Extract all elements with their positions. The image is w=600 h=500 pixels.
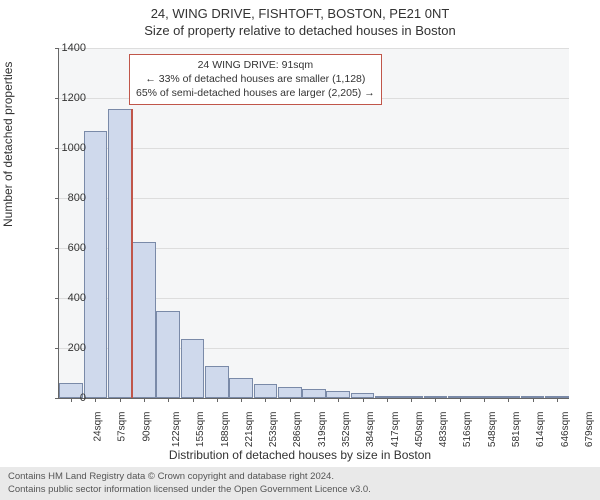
xtick-mark (144, 398, 145, 402)
xtick-mark (217, 398, 218, 402)
xtick-mark (168, 398, 169, 402)
xtick-label: 417sqm (390, 412, 401, 448)
ytick-label: 1000 (46, 142, 86, 154)
xtick-label: 450sqm (414, 412, 425, 448)
annotation-box: 24 WING DRIVE: 91sqm← 33% of detached ho… (129, 54, 382, 105)
xtick-label: 188sqm (220, 412, 231, 448)
bar (156, 311, 180, 399)
xtick-mark (314, 398, 315, 402)
xtick-mark (411, 398, 412, 402)
y-axis-label: Number of detached properties (1, 62, 15, 227)
bar (278, 387, 302, 398)
xtick-label: 483sqm (438, 412, 449, 448)
xtick-label: 581sqm (511, 412, 522, 448)
ytick-label: 0 (46, 392, 86, 404)
footer-line2: Contains public sector information licen… (8, 484, 592, 496)
xtick-label: 319sqm (317, 412, 328, 448)
x-axis-label: Distribution of detached houses by size … (0, 448, 600, 462)
xtick-label: 352sqm (341, 412, 352, 448)
gridline (59, 148, 569, 149)
ytick-label: 1400 (46, 42, 86, 54)
xtick-mark (265, 398, 266, 402)
xtick-label: 155sqm (195, 412, 206, 448)
xtick-mark (363, 398, 364, 402)
chart-container: 24, WING DRIVE, FISHTOFT, BOSTON, PE21 0… (0, 0, 600, 500)
footer: Contains HM Land Registry data © Crown c… (0, 467, 600, 500)
ytick-label: 600 (46, 242, 86, 254)
xtick-label: 253sqm (268, 412, 279, 448)
xtick-label: 57sqm (117, 412, 128, 442)
xtick-mark (533, 398, 534, 402)
xtick-mark (193, 398, 194, 402)
xtick-label: 646sqm (560, 412, 571, 448)
bar (108, 109, 132, 398)
annotation-line: ← 33% of detached houses are smaller (1,… (136, 72, 375, 86)
xtick-mark (338, 398, 339, 402)
ytick-label: 1200 (46, 92, 86, 104)
xtick-mark (95, 398, 96, 402)
gridline (59, 198, 569, 199)
xtick-label: 221sqm (244, 412, 255, 448)
xtick-label: 122sqm (171, 412, 182, 448)
bar (181, 339, 205, 398)
xtick-mark (557, 398, 558, 402)
bar (302, 389, 326, 398)
ytick-label: 400 (46, 292, 86, 304)
ytick-label: 200 (46, 342, 86, 354)
xtick-mark (484, 398, 485, 402)
bar (326, 391, 350, 399)
xtick-mark (435, 398, 436, 402)
xtick-mark (120, 398, 121, 402)
xtick-label: 24sqm (93, 412, 104, 442)
bar (229, 378, 253, 398)
plot-area: 24sqm57sqm90sqm122sqm155sqm188sqm221sqm2… (58, 48, 569, 399)
xtick-label: 90sqm (141, 412, 152, 442)
footer-line1: Contains HM Land Registry data © Crown c… (8, 471, 592, 483)
xtick-mark (387, 398, 388, 402)
bar (84, 131, 108, 399)
xtick-mark (290, 398, 291, 402)
gridline (59, 48, 569, 49)
xtick-label: 614sqm (535, 412, 546, 448)
bar (254, 384, 278, 398)
xtick-label: 384sqm (365, 412, 376, 448)
chart-subtitle: Size of property relative to detached ho… (0, 23, 600, 40)
xtick-mark (508, 398, 509, 402)
annotation-line: 24 WING DRIVE: 91sqm (136, 58, 375, 72)
annotation-line: 65% of semi-detached houses are larger (… (136, 86, 375, 100)
xtick-mark (460, 398, 461, 402)
bar (205, 366, 229, 399)
xtick-mark (241, 398, 242, 402)
xtick-label: 516sqm (463, 412, 474, 448)
chart-title: 24, WING DRIVE, FISHTOFT, BOSTON, PE21 0… (0, 0, 600, 23)
xtick-label: 286sqm (293, 412, 304, 448)
marker-line (131, 109, 133, 398)
xtick-label: 548sqm (487, 412, 498, 448)
xtick-label: 679sqm (584, 412, 595, 448)
bar (132, 242, 156, 398)
ytick-label: 800 (46, 192, 86, 204)
